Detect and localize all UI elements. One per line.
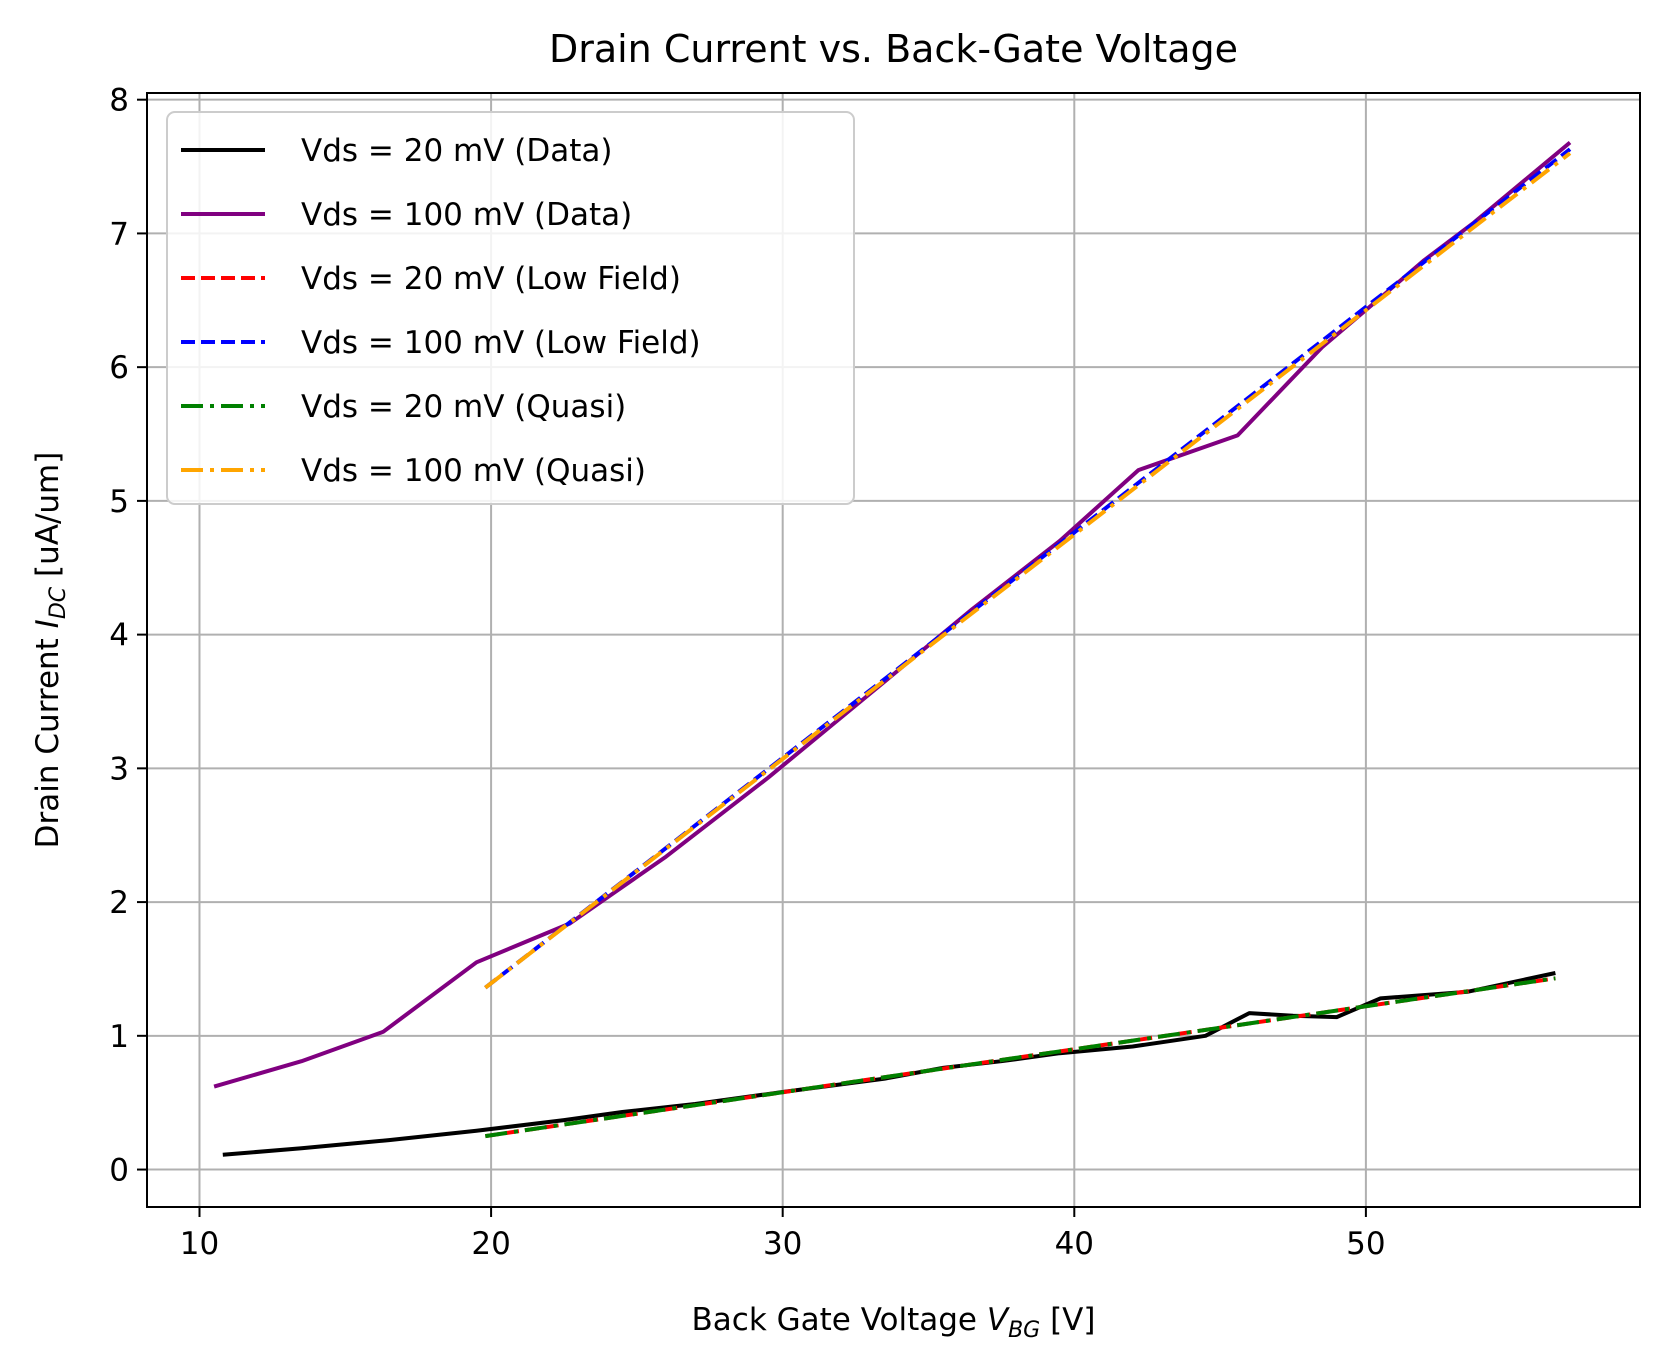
legend-label: Vds = 100 mV (Quasi) xyxy=(301,453,646,489)
y-tick-label: 5 xyxy=(109,484,129,520)
y-tick-label: 6 xyxy=(109,350,129,386)
y-axis-title-text: Drain Current xyxy=(30,628,66,848)
y-axis-unit: [uA/um] xyxy=(30,452,66,587)
x-tick-label: 20 xyxy=(471,1226,510,1262)
x-axis-title: Back Gate Voltage VBG [V] xyxy=(692,1302,1096,1343)
x-axis-unit: [V] xyxy=(1040,1302,1095,1338)
y-axis-title: Drain Current IDC [uA/um] xyxy=(30,452,71,849)
legend-label: Vds = 100 mV (Data) xyxy=(301,197,632,233)
plot-frame xyxy=(146,92,1641,1208)
axis-ticks: 10 20 30 40 50 0 1 2 3 4 5 6 7 8 xyxy=(109,83,1385,1262)
y-tick-label: 3 xyxy=(109,751,129,787)
legend: Vds = 20 mV (Data) Vds = 100 mV (Data) Vds… xyxy=(166,111,855,505)
x-axis-subscript: BG xyxy=(1008,1318,1040,1343)
legend-box xyxy=(166,111,855,505)
y-tick-label: 1 xyxy=(109,1019,129,1055)
series-line-6 xyxy=(484,151,1572,990)
legend-label: Vds = 20 mV (Data) xyxy=(301,133,612,169)
y-tick-label: 2 xyxy=(109,885,129,921)
x-tick-label: 40 xyxy=(1055,1226,1094,1262)
y-axis-symbol: I xyxy=(30,619,66,628)
x-tick-label: 30 xyxy=(763,1226,802,1262)
y-tick-label: 0 xyxy=(109,1153,129,1189)
x-axis-title-text: Back Gate Voltage xyxy=(692,1302,987,1338)
legend-label: Vds = 20 mV (Quasi) xyxy=(301,389,626,425)
y-tick-label: 7 xyxy=(109,216,129,252)
y-axis-subscript: DC xyxy=(46,586,71,619)
series-line-5 xyxy=(485,976,1556,1139)
y-tick-label: 8 xyxy=(109,83,129,119)
x-tick-label: 10 xyxy=(180,1226,219,1262)
legend-label: Vds = 20 mV (Low Field) xyxy=(301,261,681,297)
legend-label: Vds = 100 mV (Low Field) xyxy=(301,325,701,361)
x-tick-label: 50 xyxy=(1346,1226,1385,1262)
x-axis-symbol: V xyxy=(987,1302,1011,1338)
chart-title: Drain Current vs. Back-Gate Voltage xyxy=(549,27,1238,71)
y-tick-label: 4 xyxy=(109,618,129,654)
plot-series xyxy=(213,140,1572,1157)
